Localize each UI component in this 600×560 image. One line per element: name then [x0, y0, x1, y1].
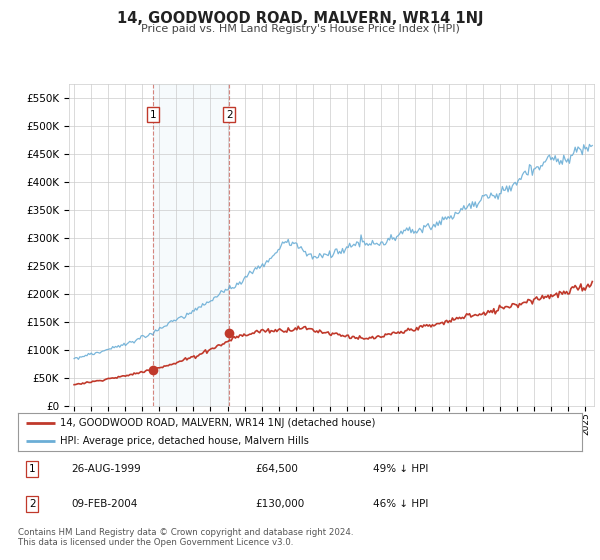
Text: 14, GOODWOOD ROAD, MALVERN, WR14 1NJ (detached house): 14, GOODWOOD ROAD, MALVERN, WR14 1NJ (de…	[60, 418, 376, 428]
Text: Price paid vs. HM Land Registry's House Price Index (HPI): Price paid vs. HM Land Registry's House …	[140, 24, 460, 34]
Text: 46% ↓ HPI: 46% ↓ HPI	[373, 499, 428, 509]
Text: 26-AUG-1999: 26-AUG-1999	[71, 464, 142, 474]
Text: Contains HM Land Registry data © Crown copyright and database right 2024.
This d: Contains HM Land Registry data © Crown c…	[18, 528, 353, 547]
Text: £64,500: £64,500	[255, 464, 298, 474]
Text: 09-FEB-2004: 09-FEB-2004	[71, 499, 138, 509]
Text: HPI: Average price, detached house, Malvern Hills: HPI: Average price, detached house, Malv…	[60, 436, 309, 446]
Text: 2: 2	[29, 499, 35, 509]
Text: 1: 1	[29, 464, 35, 474]
Text: 2: 2	[226, 110, 233, 120]
Text: 49% ↓ HPI: 49% ↓ HPI	[373, 464, 428, 474]
Text: £130,000: £130,000	[255, 499, 304, 509]
Text: 1: 1	[150, 110, 157, 120]
Text: 14, GOODWOOD ROAD, MALVERN, WR14 1NJ: 14, GOODWOOD ROAD, MALVERN, WR14 1NJ	[117, 11, 483, 26]
Bar	[154, 84, 229, 406]
